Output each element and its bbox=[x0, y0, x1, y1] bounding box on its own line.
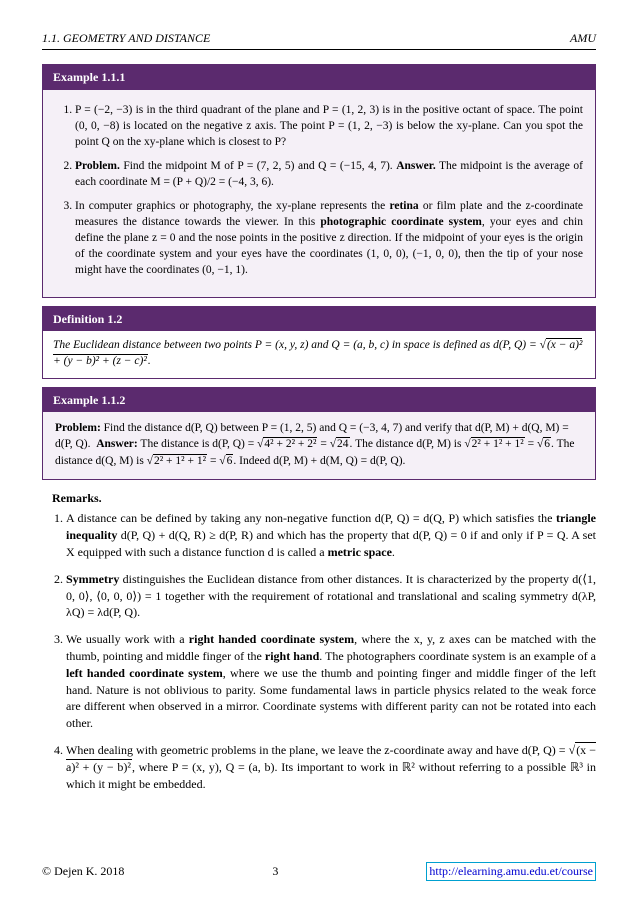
example-1-item: Problem. Find the midpoint M of P = (7, … bbox=[75, 158, 583, 190]
remark-item: When dealing with geometric problems in … bbox=[66, 742, 596, 792]
header-right: AMU bbox=[570, 30, 596, 47]
remark-item: Symmetry distinguishes the Euclidean dis… bbox=[66, 571, 596, 621]
example-1-body: P = (−2, −3) is in the third quadrant of… bbox=[43, 90, 595, 297]
page-footer: © Dejen K. 2018 3 http://elearning.amu.e… bbox=[42, 862, 596, 881]
remarks-heading: Remarks. bbox=[52, 490, 596, 507]
definition-body: The Euclidean distance between two point… bbox=[43, 331, 595, 377]
example-2-title: Example 1.1.2 bbox=[43, 388, 595, 413]
page-header: 1.1. GEOMETRY AND DISTANCE AMU bbox=[42, 30, 596, 50]
example-2-box: Example 1.1.2 Problem: Find the distance… bbox=[42, 387, 596, 480]
example-1-item: P = (−2, −3) is in the third quadrant of… bbox=[75, 102, 583, 150]
example-1-title: Example 1.1.1 bbox=[43, 65, 595, 90]
page: 1.1. GEOMETRY AND DISTANCE AMU Example 1… bbox=[0, 0, 638, 903]
footer-link[interactable]: http://elearning.amu.edu.et/course bbox=[426, 862, 596, 881]
remarks-list: A distance can be defined by taking any … bbox=[42, 510, 596, 792]
example-1-item: In computer graphics or photography, the… bbox=[75, 198, 583, 278]
footer-page-number: 3 bbox=[272, 863, 278, 880]
header-left: 1.1. GEOMETRY AND DISTANCE bbox=[42, 30, 210, 47]
remark-item: We usually work with a right handed coor… bbox=[66, 631, 596, 732]
definition-title: Definition 1.2 bbox=[43, 307, 595, 332]
example-1-list: P = (−2, −3) is in the third quadrant of… bbox=[55, 102, 583, 279]
definition-box: Definition 1.2 The Euclidean distance be… bbox=[42, 306, 596, 379]
footer-copyright: © Dejen K. 2018 bbox=[42, 863, 124, 880]
example-1-box: Example 1.1.1 P = (−2, −3) is in the thi… bbox=[42, 64, 596, 298]
remark-item: A distance can be defined by taking any … bbox=[66, 510, 596, 560]
example-2-body: Problem: Find the distance d(P, Q) betwe… bbox=[43, 412, 595, 478]
